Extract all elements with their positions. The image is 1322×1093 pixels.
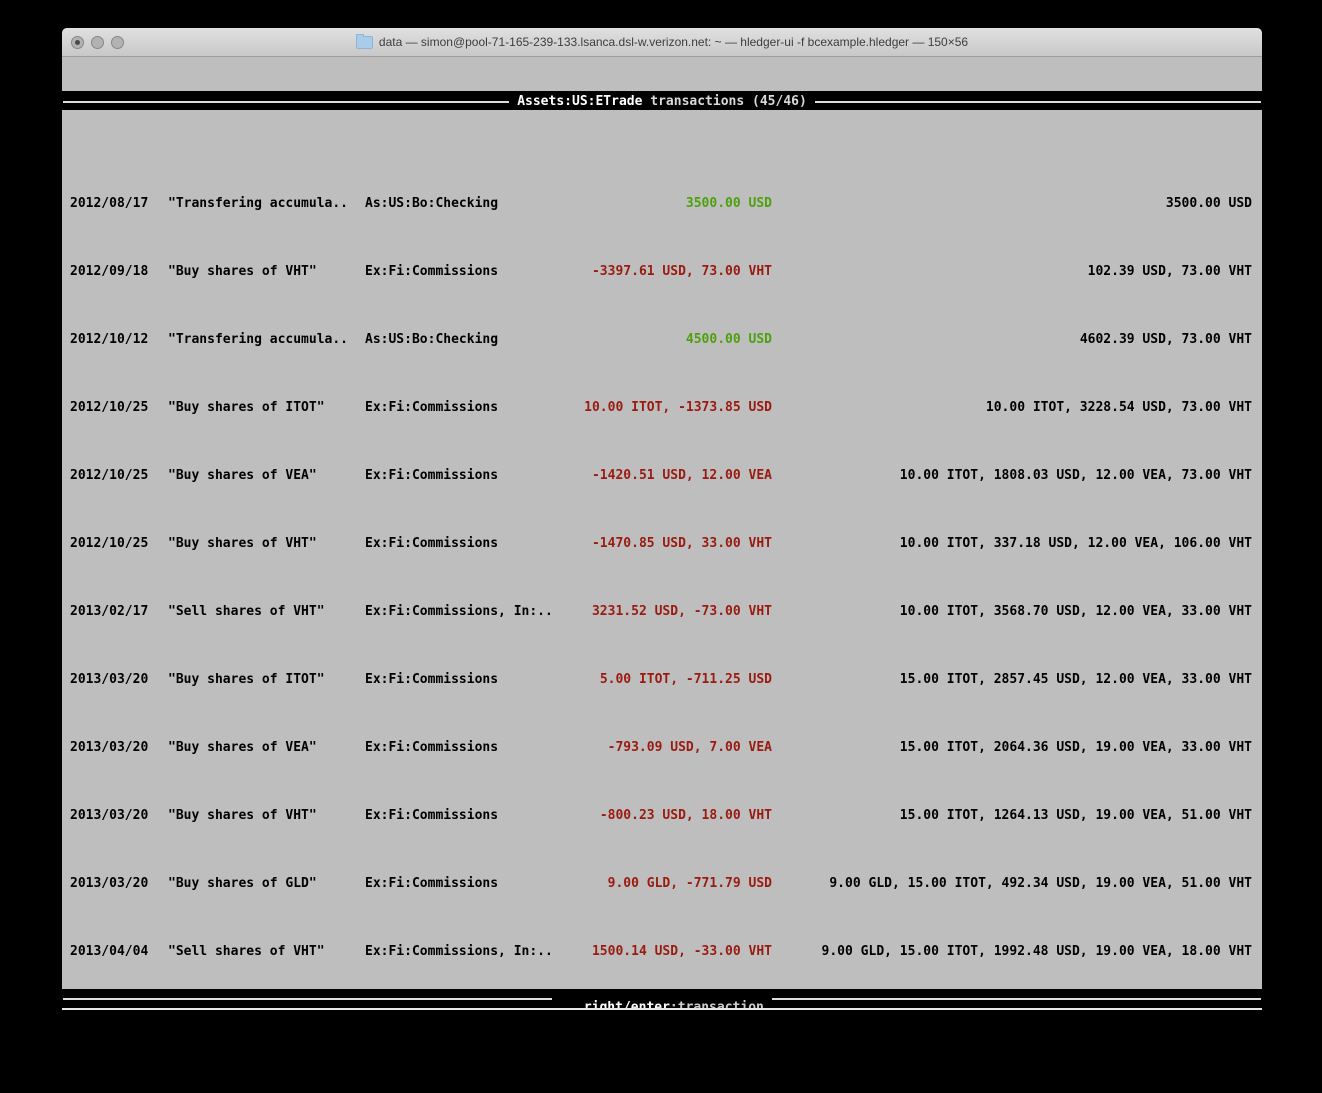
row-amount: -3397.61 USD, 73.00 VHT — [591, 264, 772, 279]
row-accounts: As:US:Bo:Checking — [365, 196, 499, 211]
header-rule-left — [63, 100, 510, 103]
row-description: "Buy shares of ITOT" — [168, 400, 325, 415]
row-balance: 10.00 ITOT, 1808.03 USD, 12.00 VEA, 73.0… — [899, 468, 1252, 483]
table-row[interactable]: 2012/10/25 "Buy shares of VEA" Ex:Fi:Com… — [62, 467, 1262, 484]
row-description: "Sell shares of VHT" — [168, 604, 325, 619]
transactions-list: 2012/08/17 "Transfering accumula.. As:US… — [62, 161, 1262, 1013]
screen-title: Assets:US:ETrade transactions (45/46) — [517, 93, 807, 110]
row-balance: 15.00 ITOT, 2857.45 USD, 12.00 VEA, 33.0… — [899, 672, 1252, 687]
key-name: right/enter — [583, 999, 670, 1009]
table-row[interactable]: 2013/02/17 "Sell shares of VHT" Ex:Fi:Co… — [62, 603, 1262, 620]
row-description: "Buy shares of VEA" — [168, 468, 317, 483]
row-amount: 4500.00 USD — [685, 332, 772, 347]
row-description: "Buy shares of VHT" — [168, 536, 317, 551]
window-title-group: data — simon@pool-71-165-239-133.lsanca.… — [355, 33, 969, 49]
row-accounts: Ex:Fi:Commissions, In:.. — [365, 604, 553, 619]
row-balance: 9.00 GLD, 15.00 ITOT, 1992.48 USD, 19.00… — [821, 944, 1252, 959]
table-row[interactable]: 2012/10/12 "Transfering accumula.. As:US… — [62, 331, 1262, 348]
screen-header: Assets:US:ETrade transactions (45/46) — [62, 91, 1262, 110]
row-description: "Buy shares of VEA" — [168, 740, 317, 755]
window-bottom-line — [62, 1008, 1262, 1010]
row-description: "Transfering accumula.. — [168, 332, 349, 347]
row-accounts: Ex:Fi:Commissions — [365, 808, 499, 823]
row-description: "Buy shares of VHT" — [168, 808, 317, 823]
key-action: :transaction — [669, 999, 764, 1009]
row-description: "Buy shares of ITOT" — [168, 672, 325, 687]
row-date: 2013/04/04 — [70, 944, 149, 959]
folder-icon — [355, 33, 373, 49]
close-button[interactable] — [71, 36, 84, 49]
row-description: "Sell shares of VHT" — [168, 944, 325, 959]
window-title: data — simon@pool-71-165-239-133.lsanca.… — [378, 35, 969, 49]
row-accounts: Ex:Fi:Commissions — [365, 264, 499, 279]
row-amount: 1500.14 USD, -33.00 VHT — [591, 944, 772, 959]
titlebar[interactable]: data — simon@pool-71-165-239-133.lsanca.… — [62, 28, 1262, 57]
status-bar: left:back C:cleared? right/enter:transac… — [62, 989, 1262, 1008]
row-date: 2013/03/20 — [70, 876, 149, 891]
footer-keys: left:back C:cleared? right/enter:transac… — [560, 989, 764, 1009]
row-accounts: Ex:Fi:Commissions — [365, 468, 499, 483]
table-row[interactable]: 2012/09/18 "Buy shares of VHT" Ex:Fi:Com… — [62, 263, 1262, 280]
footer-rule-right — [771, 997, 1262, 1000]
row-date: 2012/10/25 — [70, 400, 149, 415]
zoom-button[interactable] — [111, 36, 124, 49]
terminal-window: data — simon@pool-71-165-239-133.lsanca.… — [62, 28, 1262, 1013]
row-accounts: Ex:Fi:Commissions — [365, 536, 499, 551]
row-accounts: As:US:Bo:Checking — [365, 332, 499, 347]
table-row[interactable]: 2012/10/25 "Buy shares of ITOT" Ex:Fi:Co… — [62, 399, 1262, 416]
row-balance: 3500.00 USD — [1165, 196, 1252, 211]
header-rule-right — [814, 100, 1262, 103]
row-balance: 4602.39 USD, 73.00 VHT — [1079, 332, 1252, 347]
row-amount: 10.00 ITOT, -1373.85 USD — [584, 400, 772, 415]
table-row[interactable]: 2013/03/20 "Buy shares of VEA" Ex:Fi:Com… — [62, 739, 1262, 756]
minimize-button[interactable] — [91, 36, 104, 49]
row-balance: 102.39 USD, 73.00 VHT — [1087, 264, 1252, 279]
row-accounts: Ex:Fi:Commissions — [365, 740, 499, 755]
key-hint: right/enter:transaction — [584, 1000, 764, 1009]
row-amount: -1470.85 USD, 33.00 VHT — [591, 536, 772, 551]
row-date: 2012/10/25 — [70, 468, 149, 483]
window-bottom-edge — [62, 1010, 1262, 1013]
row-balance: 15.00 ITOT, 1264.13 USD, 19.00 VEA, 51.0… — [899, 808, 1252, 823]
table-row[interactable]: 2013/03/20 "Buy shares of ITOT" Ex:Fi:Co… — [62, 671, 1262, 688]
row-amount: 5.00 ITOT, -711.25 USD — [599, 672, 772, 687]
row-date: 2013/03/20 — [70, 740, 149, 755]
row-amount: 9.00 GLD, -771.79 USD — [607, 876, 772, 891]
row-amount: 3231.52 USD, -73.00 VHT — [591, 604, 772, 619]
row-amount: -793.09 USD, 7.00 VEA — [607, 740, 772, 755]
row-accounts: Ex:Fi:Commissions — [365, 672, 499, 687]
row-description: "Buy shares of GLD" — [168, 876, 317, 891]
account-name: Assets:US:ETrade — [517, 94, 643, 109]
screen-subtitle: transactions (45/46) — [642, 94, 807, 109]
row-date: 2013/02/17 — [70, 604, 149, 619]
table-row[interactable]: 2013/03/20 "Buy shares of GLD" Ex:Fi:Com… — [62, 875, 1262, 892]
window-controls — [71, 36, 124, 49]
row-amount: -1420.51 USD, 12.00 VEA — [591, 468, 772, 483]
terminal: Assets:US:ETrade transactions (45/46) 20… — [62, 57, 1262, 1013]
row-date: 2012/08/17 — [70, 196, 149, 211]
table-row[interactable]: 2013/03/20 "Buy shares of VHT" Ex:Fi:Com… — [62, 807, 1262, 824]
table-row[interactable]: 2013/04/04 "Sell shares of VHT" Ex:Fi:Co… — [62, 943, 1262, 960]
row-date: 2012/10/25 — [70, 536, 149, 551]
row-balance: 10.00 ITOT, 337.18 USD, 12.00 VEA, 106.0… — [899, 536, 1252, 551]
row-accounts: Ex:Fi:Commissions — [365, 400, 499, 415]
table-row[interactable]: 2012/08/17 "Transfering accumula.. As:US… — [62, 195, 1262, 212]
row-accounts: Ex:Fi:Commissions, In:.. — [365, 944, 553, 959]
row-date: 2012/10/12 — [70, 332, 149, 347]
row-amount: -800.23 USD, 18.00 VHT — [599, 808, 772, 823]
table-row[interactable]: 2012/10/25 "Buy shares of VHT" Ex:Fi:Com… — [62, 535, 1262, 552]
row-balance: 10.00 ITOT, 3228.54 USD, 73.00 VHT — [985, 400, 1252, 415]
row-balance: 15.00 ITOT, 2064.36 USD, 19.00 VEA, 33.0… — [899, 740, 1252, 755]
row-date: 2012/09/18 — [70, 264, 149, 279]
row-date: 2013/03/20 — [70, 808, 149, 823]
row-amount: 3500.00 USD — [685, 196, 772, 211]
row-date: 2013/03/20 — [70, 672, 149, 687]
row-balance: 9.00 GLD, 15.00 ITOT, 492.34 USD, 19.00 … — [829, 876, 1252, 891]
footer-rule-left — [63, 997, 553, 1000]
row-accounts: Ex:Fi:Commissions — [365, 876, 499, 891]
row-description: "Buy shares of VHT" — [168, 264, 317, 279]
row-balance: 10.00 ITOT, 3568.70 USD, 12.00 VEA, 33.0… — [899, 604, 1252, 619]
row-description: "Transfering accumula.. — [168, 196, 349, 211]
